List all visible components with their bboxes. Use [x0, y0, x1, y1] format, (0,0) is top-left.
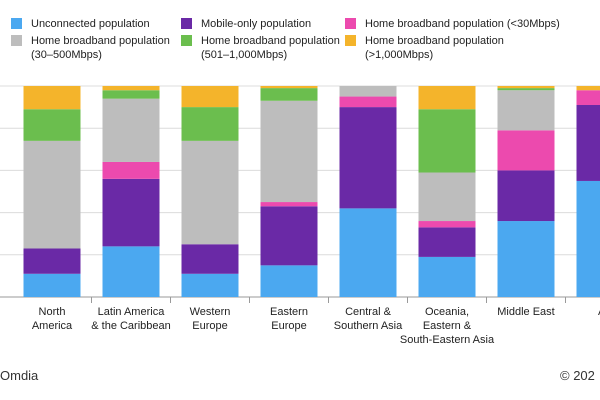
- bar-segment: [418, 221, 476, 228]
- legend-swatch-bb-over-1000: [345, 35, 356, 46]
- x-tick-label: Oceania, Eastern & South-Eastern Asia: [400, 306, 495, 346]
- bar-segment: [181, 273, 239, 297]
- legend-swatch-bb-30-500: [11, 35, 22, 46]
- legend-label-mobile-only: Mobile-only population: [201, 18, 312, 30]
- bar-segment: [497, 170, 555, 222]
- bar-segment: [23, 273, 81, 297]
- chart-legend: Unconnected population Home broadband po…: [0, 0, 600, 70]
- legend-label-bb-under-30: Home broadband population (<30Mbps): [365, 18, 560, 30]
- bar-segment: [260, 88, 318, 101]
- legend-item-bb-over-1000: Home broadband population (>1,000Mbps): [345, 34, 504, 62]
- bar-segment: [576, 104, 600, 181]
- bar-segment: [339, 86, 397, 97]
- bar-segment: [339, 96, 397, 108]
- bar-segment: [576, 180, 600, 297]
- bar-segment: [102, 246, 160, 297]
- bar-segment: [23, 86, 81, 110]
- bar-segment: [181, 86, 239, 108]
- bar-segment: [181, 244, 239, 274]
- bar-segment: [497, 90, 555, 131]
- x-tick-label: Eastern Europe: [270, 306, 308, 332]
- bar-segment: [260, 202, 318, 207]
- x-tick-label: Afr: [598, 306, 600, 318]
- bars: [23, 86, 600, 297]
- x-tick-label: Latin America & the Caribbean: [91, 306, 171, 332]
- legend-item-bb-30-500: Home broadband population (30–500Mbps): [11, 34, 170, 62]
- bar-segment: [418, 172, 476, 222]
- bar-segment: [497, 86, 555, 89]
- x-tick-label: North America: [32, 306, 73, 332]
- bar-segment: [418, 109, 476, 173]
- bar-segment: [418, 86, 476, 110]
- bar-segment: [576, 90, 600, 105]
- legend-swatch-mobile-only: [181, 18, 192, 29]
- bar-segment: [181, 107, 239, 141]
- bar-segment: [260, 100, 318, 203]
- legend-swatch-bb-501-1000: [181, 35, 192, 46]
- bar-segment: [497, 221, 555, 297]
- x-tick-label: Middle East: [497, 306, 554, 318]
- bar-segment: [576, 86, 600, 91]
- legend-item-bb-501-1000: Home broadband population (501–1,000Mbps…: [181, 34, 340, 62]
- bar-segment: [497, 88, 555, 91]
- bar-segment: [339, 208, 397, 297]
- bar-segment: [102, 98, 160, 162]
- source-label: Omdia: [0, 368, 39, 383]
- bar-segment: [102, 86, 160, 91]
- copyright-label: © 202: [560, 368, 595, 383]
- bar-segment: [418, 256, 476, 297]
- bar-segment: [102, 90, 160, 99]
- legend-item-bb-under-30: Home broadband population (<30Mbps): [345, 17, 560, 31]
- bar-segment: [23, 248, 81, 274]
- x-tick-label: Central & Southern Asia: [334, 306, 403, 332]
- legend-item-mobile-only: Mobile-only population: [181, 17, 311, 31]
- bar-segment: [497, 130, 555, 171]
- bar-segment: [102, 161, 160, 179]
- bar-segment: [102, 178, 160, 247]
- legend-swatch-bb-under-30: [345, 18, 356, 29]
- x-axis-labels: North America Latin America & the Caribbean…: [32, 297, 600, 346]
- bar-segment: [260, 86, 318, 89]
- bar-segment: [181, 140, 239, 245]
- legend-swatch-unconnected: [11, 18, 22, 29]
- bar-segment: [260, 206, 318, 266]
- bar-segment: [260, 265, 318, 297]
- legend-label-bb-over-1000: Home broadband population (>1,000Mbps): [365, 35, 504, 61]
- bar-segment: [23, 109, 81, 141]
- bar-segment: [418, 227, 476, 257]
- legend-label-bb-30-500: Home broadband population (30–500Mbps): [31, 35, 170, 61]
- legend-label-bb-501-1000: Home broadband population (501–1,000Mbps…: [201, 35, 340, 61]
- bar-segment: [23, 140, 81, 249]
- legend-label-unconnected: Unconnected population: [31, 18, 150, 30]
- legend-item-unconnected: Unconnected population: [11, 17, 150, 31]
- x-tick-label: Western Europe: [190, 306, 231, 332]
- bar-segment: [339, 107, 397, 209]
